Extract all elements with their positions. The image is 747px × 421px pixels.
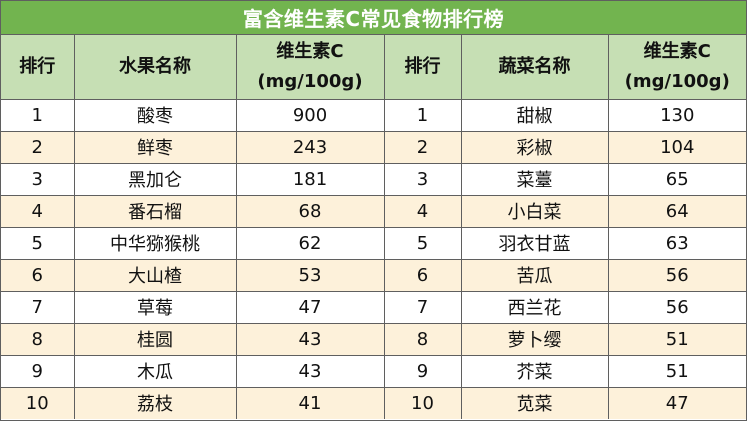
veg-vitamin-c-cell: 104: [607, 130, 746, 164]
fruit-name-cell: 鲜枣: [73, 130, 237, 164]
veg-vitamin-c-cell: 63: [607, 226, 746, 260]
veg-rank-cell: 3: [383, 162, 462, 196]
fruit-name-cell: 草莓: [73, 290, 237, 324]
veg-name-cell: 彩椒: [460, 130, 609, 164]
fruit-rank-cell: 8: [1, 322, 75, 356]
fruit-rank-cell: 2: [1, 130, 75, 164]
fruit-vitamin-c-cell: 43: [235, 322, 385, 356]
veg-vitamin-c-cell: 64: [607, 194, 746, 228]
fruit-rank-cell: 6: [1, 258, 75, 292]
header-veg-name: 蔬菜名称: [460, 35, 609, 100]
fruit-rank-cell: 7: [1, 290, 75, 324]
table-row: 4 番石榴 68 4 小白菜 64: [1, 194, 746, 228]
veg-rank-cell: 5: [383, 226, 462, 260]
fruit-vitamin-c-cell: 41: [235, 386, 385, 419]
veg-vitamin-c-cell: 56: [607, 258, 746, 292]
fruit-rank-cell: 9: [1, 354, 75, 388]
fruit-rank-cell: 5: [1, 226, 75, 260]
veg-name-cell: 羽衣甘蓝: [460, 226, 609, 260]
table-row: 8 桂圆 43 8 萝卜缨 51: [1, 322, 746, 356]
header-veg-vitamin-c: 维生素C (mg/100g): [607, 35, 746, 100]
header-veg-vitamin-c-unit: (mg/100g): [624, 70, 730, 92]
fruit-vitamin-c-cell: 47: [235, 290, 385, 324]
fruit-vitamin-c-cell: 43: [235, 354, 385, 388]
fruit-name-cell: 大山楂: [73, 258, 237, 292]
fruit-vitamin-c-cell: 53: [235, 258, 385, 292]
header-fruit-name: 水果名称: [73, 35, 237, 100]
fruit-name-cell: 黑加仑: [73, 162, 237, 196]
fruit-vitamin-c-cell: 68: [235, 194, 385, 228]
veg-vitamin-c-cell: 51: [607, 354, 746, 388]
fruit-rank-cell: 3: [1, 162, 75, 196]
veg-vitamin-c-cell: 47: [607, 386, 746, 419]
table-row: 7 草莓 47 7 西兰花 56: [1, 290, 746, 324]
veg-name-cell: 苦瓜: [460, 258, 609, 292]
veg-vitamin-c-cell: 65: [607, 162, 746, 196]
header-fruit-vitamin-c: 维生素C (mg/100g): [235, 35, 385, 100]
fruit-vitamin-c-cell: 62: [235, 226, 385, 260]
veg-vitamin-c-cell: 56: [607, 290, 746, 324]
fruit-name-cell: 荔枝: [73, 386, 237, 419]
header-veg-rank: 排行: [383, 35, 462, 100]
table-row: 9 木瓜 43 9 芥菜 51: [1, 354, 746, 388]
veg-rank-cell: 7: [383, 290, 462, 324]
veg-rank-cell: 4: [383, 194, 462, 228]
veg-rank-cell: 8: [383, 322, 462, 356]
veg-name-cell: 甜椒: [460, 98, 609, 132]
header-fruit-rank: 排行: [1, 35, 75, 100]
table-row: 6 大山楂 53 6 苦瓜 56: [1, 258, 746, 292]
header-veg-vitamin-c-line1: 维生素C: [643, 40, 711, 62]
fruit-rank-cell: 1: [1, 98, 75, 132]
table-title: 富含维生素C常见食物排行榜: [1, 1, 746, 35]
veg-rank-cell: 9: [383, 354, 462, 388]
veg-name-cell: 小白菜: [460, 194, 609, 228]
fruit-name-cell: 酸枣: [73, 98, 237, 132]
header-fruit-vitamin-c-unit: (mg/100g): [257, 70, 363, 92]
fruit-name-cell: 木瓜: [73, 354, 237, 388]
fruit-name-cell: 中华猕猴桃: [73, 226, 237, 260]
table-row: 5 中华猕猴桃 62 5 羽衣甘蓝 63: [1, 226, 746, 260]
veg-vitamin-c-cell: 51: [607, 322, 746, 356]
fruit-vitamin-c-cell: 243: [235, 130, 385, 164]
veg-rank-cell: 1: [383, 98, 462, 132]
header-row: 排行 水果名称 维生素C (mg/100g) 排行 蔬菜名称 维生素C (mg/…: [1, 35, 746, 100]
table-row: 3 黑加仑 181 3 菜薹 65: [1, 162, 746, 196]
fruit-vitamin-c-cell: 181: [235, 162, 385, 196]
fruit-vitamin-c-cell: 900: [235, 98, 385, 132]
veg-rank-cell: 6: [383, 258, 462, 292]
veg-name-cell: 菜薹: [460, 162, 609, 196]
table-row: 1 酸枣 900 1 甜椒 130: [1, 98, 746, 132]
veg-name-cell: 芥菜: [460, 354, 609, 388]
veg-rank-cell: 10: [383, 386, 462, 419]
fruit-name-cell: 番石榴: [73, 194, 237, 228]
table-row: 2 鲜枣 243 2 彩椒 104: [1, 130, 746, 164]
fruit-rank-cell: 4: [1, 194, 75, 228]
veg-vitamin-c-cell: 130: [607, 98, 746, 132]
fruit-name-cell: 桂圆: [73, 322, 237, 356]
table-row: 10 荔枝 41 10 苋菜 47: [1, 386, 746, 419]
header-fruit-vitamin-c-line1: 维生素C: [276, 40, 344, 62]
veg-name-cell: 萝卜缨: [460, 322, 609, 356]
ranking-table: 排行 水果名称 维生素C (mg/100g) 排行 蔬菜名称 维生素C (mg/…: [1, 35, 746, 419]
fruit-rank-cell: 10: [1, 386, 75, 419]
veg-name-cell: 苋菜: [460, 386, 609, 419]
veg-name-cell: 西兰花: [460, 290, 609, 324]
veg-rank-cell: 2: [383, 130, 462, 164]
